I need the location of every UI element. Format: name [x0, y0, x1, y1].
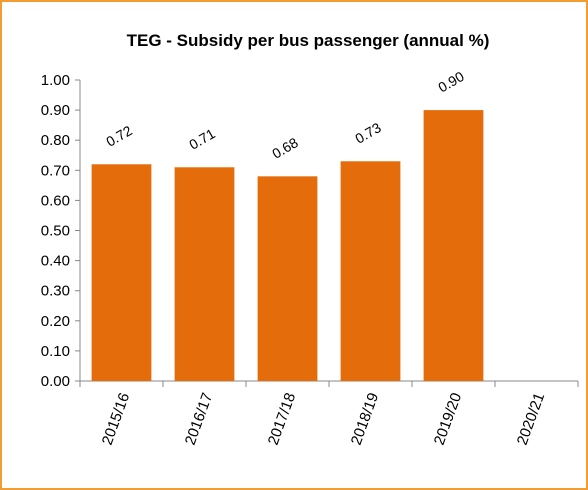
- bar: [91, 164, 152, 381]
- bar: [174, 167, 235, 381]
- y-tick-label: 0.70: [41, 162, 70, 179]
- chart-title: TEG - Subsidy per bus passenger (annual …: [127, 31, 490, 50]
- bar: [257, 176, 318, 381]
- y-tick-label: 1.00: [41, 72, 70, 89]
- y-tick-label: 0.30: [41, 283, 70, 300]
- y-tick-label: 0.50: [41, 223, 70, 240]
- y-tick-label: 0.40: [41, 253, 70, 270]
- y-tick-label: 0.00: [41, 373, 70, 390]
- y-tick-label: 0.80: [41, 132, 70, 149]
- y-tick-label: 0.60: [41, 192, 70, 209]
- y-tick-label: 0.20: [41, 313, 70, 330]
- y-tick-label: 0.90: [41, 102, 70, 119]
- bar: [423, 110, 484, 381]
- bar: [340, 161, 401, 381]
- y-tick-label: 0.10: [41, 343, 70, 360]
